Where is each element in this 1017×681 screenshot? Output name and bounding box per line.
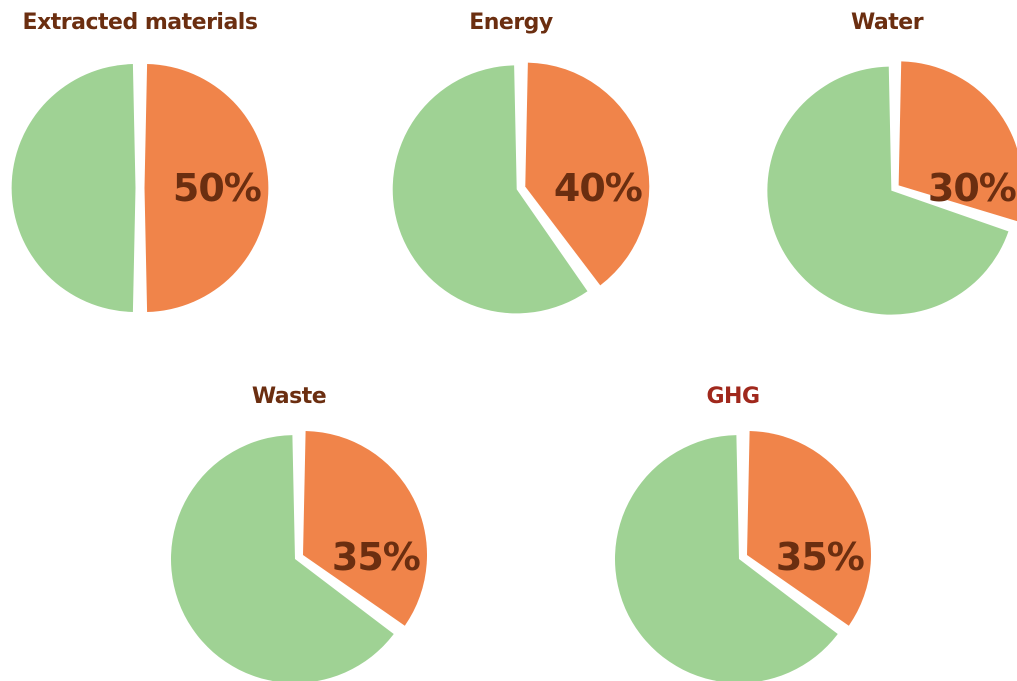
pie-slice-remainder	[767, 66, 1009, 315]
pie-chart-waste: Waste 35%	[170, 384, 428, 681]
chart-title: GHG	[706, 384, 759, 409]
pie-slice-highlight	[747, 430, 872, 626]
pie-slice-percent-label: 35%	[776, 535, 864, 579]
pie-chart-ghg: GHG 35%	[614, 384, 872, 681]
pie-slice-highlight	[303, 430, 428, 626]
chart-title: Extracted materials	[23, 10, 258, 35]
pie-chart-energy: Energy 40%	[392, 10, 650, 314]
chart-title: Energy	[469, 10, 553, 35]
pie-slice-percent-label: 40%	[554, 166, 642, 210]
pie-slice-remainder	[170, 435, 394, 681]
pie-slice-percent-label: 50%	[173, 166, 261, 210]
pie-slice-highlight	[525, 62, 650, 286]
pie-slice-remainder	[392, 65, 588, 314]
pie-slice-remainder	[614, 435, 838, 681]
pie-chart-water: Water 30%	[767, 10, 1017, 315]
pie-slice-highlight	[898, 61, 1017, 222]
pie-slice-percent-label: 30%	[928, 166, 1016, 210]
pie-slice-remainder	[11, 64, 136, 312]
pie-chart-extracted-materials: Extracted materials 50%	[11, 10, 269, 312]
pie-slice-percent-label: 35%	[332, 535, 420, 579]
chart-title: Waste	[252, 384, 326, 409]
chart-title: Water	[851, 10, 924, 35]
pie-slice-highlight	[144, 64, 269, 312]
